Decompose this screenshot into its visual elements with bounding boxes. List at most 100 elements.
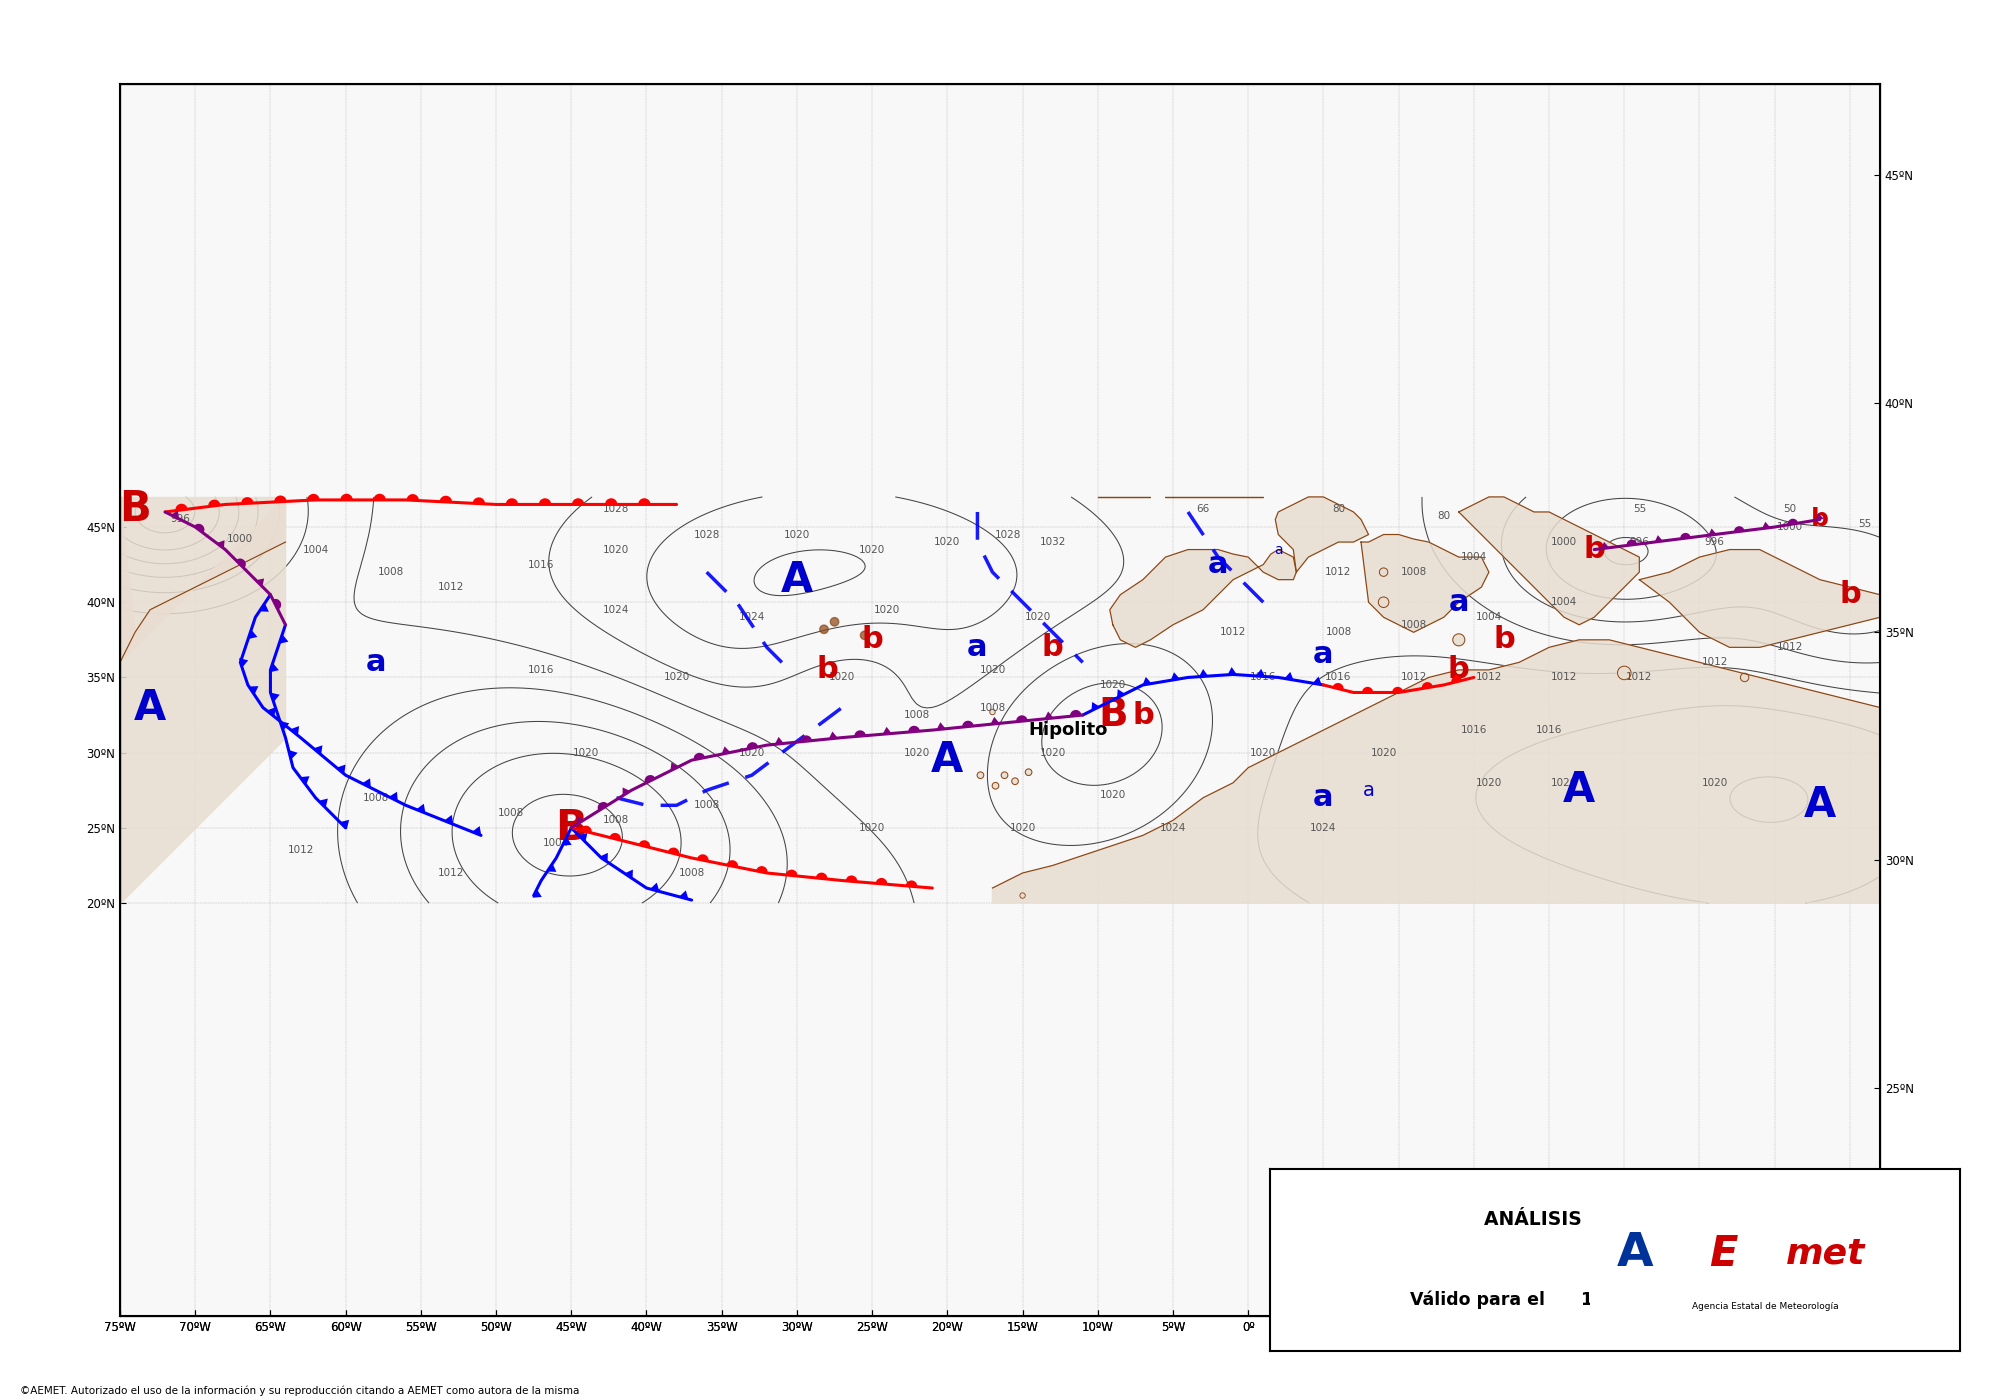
Polygon shape [270, 662, 278, 672]
Wedge shape [786, 869, 798, 876]
Polygon shape [548, 864, 556, 872]
Text: a: a [1314, 783, 1334, 812]
Polygon shape [388, 792, 398, 801]
Wedge shape [176, 504, 188, 511]
Text: Válido para el      15/01/2024    a    00 UTC: Válido para el 15/01/2024 a 00 UTC [1410, 1291, 1820, 1309]
Wedge shape [604, 498, 618, 504]
Polygon shape [1312, 676, 1322, 685]
Polygon shape [266, 707, 276, 717]
Text: 1008: 1008 [904, 710, 930, 720]
Text: 1020: 1020 [1250, 748, 1276, 757]
Polygon shape [600, 853, 608, 862]
Polygon shape [562, 837, 572, 846]
Text: a: a [1314, 640, 1334, 669]
Text: 1008: 1008 [498, 808, 524, 818]
Wedge shape [374, 494, 386, 500]
Text: 1020: 1020 [874, 605, 900, 615]
Wedge shape [1070, 710, 1082, 717]
Text: a: a [1362, 781, 1374, 799]
Text: a: a [1448, 588, 1470, 617]
Text: A: A [134, 686, 166, 728]
Text: 1004: 1004 [302, 545, 328, 554]
Polygon shape [828, 731, 838, 739]
Text: 1012: 1012 [1550, 672, 1578, 682]
Wedge shape [1362, 687, 1374, 693]
Text: 1016: 1016 [1460, 725, 1488, 735]
Wedge shape [876, 878, 888, 885]
Wedge shape [668, 847, 680, 855]
Wedge shape [908, 725, 920, 732]
Text: b: b [1132, 700, 1154, 729]
Wedge shape [1452, 676, 1462, 683]
Text: 1016: 1016 [528, 560, 554, 570]
Text: 1020: 1020 [1476, 778, 1502, 788]
Text: met: met [1786, 1238, 1866, 1271]
Text: 1008: 1008 [604, 815, 630, 826]
Polygon shape [650, 882, 660, 892]
Circle shape [1012, 778, 1018, 784]
Polygon shape [444, 815, 454, 825]
Text: A: A [1618, 1232, 1654, 1277]
Polygon shape [532, 889, 542, 897]
Polygon shape [1228, 666, 1236, 675]
Polygon shape [1600, 542, 1610, 549]
Text: 1028: 1028 [604, 504, 630, 514]
Text: B: B [120, 489, 150, 531]
Polygon shape [1362, 535, 1488, 633]
Circle shape [990, 710, 996, 715]
Wedge shape [638, 498, 650, 504]
Text: 1012: 1012 [438, 868, 464, 878]
Wedge shape [406, 494, 418, 501]
Polygon shape [120, 497, 286, 903]
Polygon shape [1816, 514, 1824, 521]
Circle shape [1002, 771, 1008, 778]
Text: 50: 50 [1784, 504, 1796, 514]
Text: 80: 80 [1332, 504, 1346, 514]
Wedge shape [236, 559, 246, 568]
Text: B: B [1098, 696, 1128, 734]
Text: 1008: 1008 [694, 801, 720, 811]
Wedge shape [854, 731, 866, 736]
Polygon shape [622, 787, 630, 795]
Text: 1024: 1024 [738, 612, 764, 622]
Wedge shape [580, 826, 592, 833]
Polygon shape [1640, 550, 1880, 647]
Text: 1020: 1020 [604, 545, 630, 554]
Polygon shape [576, 816, 584, 825]
Text: B: B [556, 806, 588, 848]
Wedge shape [538, 498, 552, 504]
Wedge shape [906, 881, 918, 886]
Text: 1020: 1020 [860, 823, 886, 833]
Polygon shape [1654, 535, 1662, 542]
Polygon shape [270, 693, 280, 701]
Wedge shape [1016, 715, 1028, 722]
Text: ANÁLISIS DE SUPERFICIE: ANÁLISIS DE SUPERFICIE [1484, 1211, 1746, 1229]
Text: 1020: 1020 [1024, 612, 1050, 622]
Polygon shape [1762, 522, 1770, 529]
Polygon shape [300, 776, 310, 785]
Polygon shape [774, 736, 784, 745]
Text: 1012: 1012 [1220, 627, 1246, 637]
Text: 1024: 1024 [1160, 823, 1186, 833]
Text: 1020: 1020 [1040, 748, 1066, 757]
Wedge shape [694, 753, 706, 760]
Text: 1020: 1020 [1702, 778, 1728, 788]
Polygon shape [260, 603, 268, 612]
Polygon shape [1200, 669, 1208, 676]
Text: 1032: 1032 [1040, 538, 1066, 547]
Text: 55: 55 [1632, 504, 1646, 514]
Text: 1008: 1008 [362, 792, 388, 802]
Circle shape [1020, 893, 1026, 899]
Polygon shape [992, 640, 1880, 903]
Text: a: a [968, 633, 988, 662]
Text: ©AEMET. Autorizado el uso de la información y su reproducción citando a AEMET co: ©AEMET. Autorizado el uso de la informac… [20, 1386, 580, 1396]
Text: 1024: 1024 [1310, 823, 1336, 833]
Text: 1012: 1012 [1326, 567, 1352, 577]
Wedge shape [1392, 687, 1404, 693]
Polygon shape [170, 511, 178, 519]
Polygon shape [340, 820, 350, 829]
Text: 1020: 1020 [1100, 790, 1126, 799]
Text: 1012: 1012 [438, 582, 464, 592]
Polygon shape [288, 750, 298, 760]
Polygon shape [472, 826, 482, 836]
